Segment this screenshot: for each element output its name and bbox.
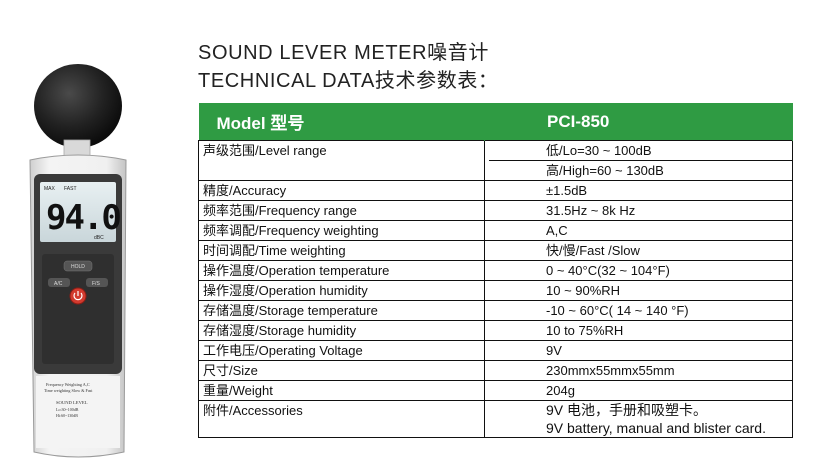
spec-value: A,C xyxy=(484,220,793,241)
device-brand-label: SOUND LEVEL xyxy=(56,400,88,405)
table-row: 频率范围/Frequency range 31.5Hz ~ 8k Hz xyxy=(198,200,793,221)
spec-value: 10 ~ 90%RH xyxy=(484,280,793,301)
spec-table-header: Model 型号 PCI-850 xyxy=(198,103,793,141)
fs-label: F/S xyxy=(92,281,100,287)
spec-key: 频率范围/Frequency range xyxy=(198,200,485,221)
spec-value: 0 ~ 40°C(32 ~ 104°F) xyxy=(484,260,793,281)
spec-value: ±1.5dB xyxy=(484,180,793,201)
spec-value: 高/High=60 ~ 130dB xyxy=(489,160,792,180)
power-icon xyxy=(73,291,83,301)
table-row: 精度/Accuracy ±1.5dB xyxy=(198,180,793,201)
spec-table: Model 型号 PCI-850 声级范围/Level range 低/Lo=3… xyxy=(198,103,793,438)
spec-key: 时间调配/Time weighting xyxy=(198,240,485,261)
table-row: 存储湿度/Storage humidity 10 to 75%RH xyxy=(198,320,793,341)
spec-key: 存储温度/Storage temperature xyxy=(198,300,485,321)
spec-value: 快/慢/Fast /Slow xyxy=(484,240,793,261)
table-row: 频率调配/Frequency weighting A,C xyxy=(198,220,793,241)
spec-value: 10 to 75%RH xyxy=(484,320,793,341)
spec-value: 9V battery, manual and blister card. xyxy=(546,420,766,436)
spec-key: 存储湿度/Storage humidity xyxy=(198,320,485,341)
hold-button xyxy=(63,260,93,272)
table-row: 重量/Weight 204g xyxy=(198,380,793,401)
spec-value: 204g xyxy=(484,380,793,401)
spec-value: 9V xyxy=(484,340,793,361)
spec-key: 操作湿度/Operation humidity xyxy=(198,280,485,301)
sound-level-meter-image: MAX FAST 94.0 dBC HOLD A/C F/S Frequency… xyxy=(29,64,127,458)
foam-windscreen xyxy=(34,64,122,148)
ac-label: A/C xyxy=(54,281,63,287)
spec-value: 31.5Hz ~ 8k Hz xyxy=(484,200,793,221)
spec-key: 频率调配/Frequency weighting xyxy=(198,220,485,241)
table-row: 操作湿度/Operation humidity 10 ~ 90%RH xyxy=(198,280,793,301)
page-title: SOUND LEVER METER噪音计 xyxy=(198,42,489,64)
table-row: 尺寸/Size 230mmx55mmx55mm xyxy=(198,360,793,381)
header-model-label: Model 型号 xyxy=(198,103,485,141)
lcd-reading: 94.0 xyxy=(46,198,120,238)
page-subtitle: TECHNICAL DATA技术参数表： xyxy=(198,70,499,92)
spec-key: 工作电压/Operating Voltage xyxy=(198,340,485,361)
lcd-max-label: MAX xyxy=(44,186,56,192)
table-row: 时间调配/Time weighting 快/慢/Fast /Slow xyxy=(198,240,793,261)
lcd-unit-label: dBC xyxy=(94,235,104,241)
spec-value: 低/Lo=30 ~ 100dB xyxy=(546,143,652,158)
spec-key: 附件/Accessories xyxy=(198,400,485,438)
device-range-hi: Hi:60~130dB xyxy=(56,413,78,418)
spec-key: 操作温度/Operation temperature xyxy=(198,260,485,281)
spec-value: -10 ~ 60°C( 14 ~ 140 °F) xyxy=(484,300,793,321)
spec-value: 9V 电池，手册和吸塑卡。 xyxy=(546,402,708,418)
spec-value-cell: 低/Lo=30 ~ 100dB 高/High=60 ~ 130dB xyxy=(484,140,793,181)
lcd-screen xyxy=(40,182,116,242)
spec-key: 声级范围/Level range xyxy=(198,140,485,181)
spec-key: 尺寸/Size xyxy=(198,360,485,381)
fs-button xyxy=(86,278,108,287)
device-range-lo: Lo:30~100dB xyxy=(56,407,79,412)
table-row: 附件/Accessories 9V 电池，手册和吸塑卡。 9V battery,… xyxy=(198,400,793,438)
table-row: 存储温度/Storage temperature -10 ~ 60°C( 14 ~… xyxy=(198,300,793,321)
lcd-fast-label: FAST xyxy=(64,186,77,192)
header-model-value: PCI-850 xyxy=(484,103,793,141)
device-spec-line1: Frequency Weighting A,C xyxy=(46,382,90,388)
hold-label: HOLD xyxy=(71,264,85,270)
spec-value: 230mmx55mmx55mm xyxy=(484,360,793,381)
spec-key: 重量/Weight xyxy=(198,380,485,401)
table-row: 工作电压/Operating Voltage 9V xyxy=(198,340,793,361)
spec-value-cell: 9V 电池，手册和吸塑卡。 9V battery, manual and bli… xyxy=(484,400,793,438)
device-spec-line2: Time weighting Slow & Fast xyxy=(44,388,93,393)
table-row: 操作温度/Operation temperature 0 ~ 40°C(32 ~ … xyxy=(198,260,793,281)
ac-button xyxy=(48,278,70,287)
table-row: 声级范围/Level range 低/Lo=30 ~ 100dB 高/High=… xyxy=(198,140,793,181)
spec-key: 精度/Accuracy xyxy=(198,180,485,201)
